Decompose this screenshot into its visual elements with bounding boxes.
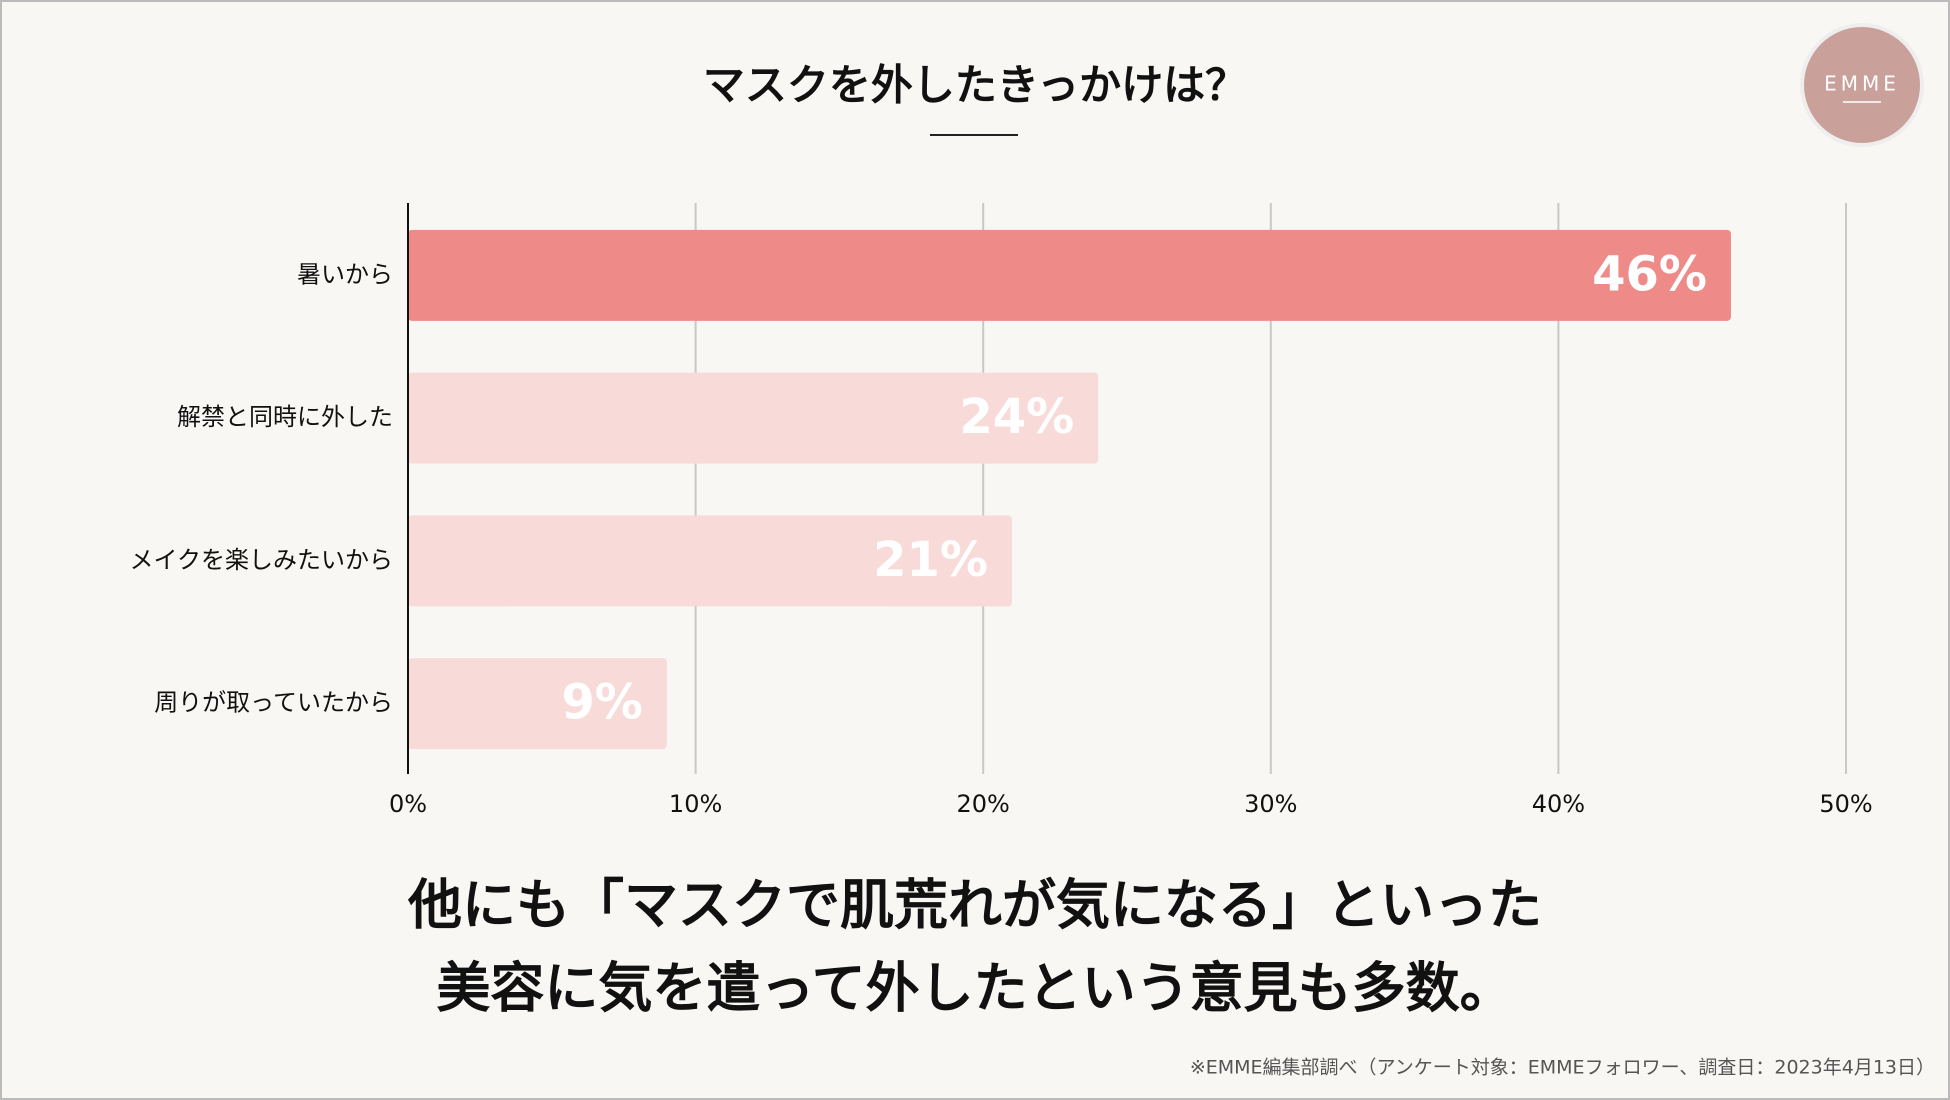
value-label: 9% bbox=[561, 675, 643, 731]
y-tick-label: メイクを楽しみたいから bbox=[129, 546, 393, 574]
bar bbox=[408, 229, 1731, 321]
bar bbox=[408, 515, 1012, 607]
bar bbox=[408, 658, 667, 750]
y-tick-label: 暑いから bbox=[297, 260, 393, 288]
value-label: 46% bbox=[1592, 246, 1707, 302]
x-tick-label: 50% bbox=[1819, 790, 1872, 818]
logo-text: EMME bbox=[1824, 72, 1900, 96]
value-label: 24% bbox=[959, 389, 1074, 445]
source-note: ※EMME編集部調べ（アンケート対象：EMMEフォロワー、調査日：2023年4月… bbox=[1190, 1057, 1935, 1079]
y-tick-label: 周りが取っていたから bbox=[154, 689, 393, 717]
chart-title: マスクを外したきっかけは？ bbox=[703, 61, 1247, 110]
x-tick-label: 30% bbox=[1244, 790, 1297, 818]
x-tick-label: 10% bbox=[669, 790, 722, 818]
annotation: 美容に気を遣って外したという意見も多数。 bbox=[436, 957, 1513, 1020]
bar bbox=[408, 372, 1099, 464]
annotation: 他にも「マスクで肌荒れが気になる」といった bbox=[407, 874, 1542, 937]
value-label: 21% bbox=[873, 532, 988, 588]
x-tick-label: 40% bbox=[1532, 790, 1585, 818]
x-tick-label: 0% bbox=[389, 790, 427, 818]
x-tick-label: 20% bbox=[957, 790, 1010, 818]
y-tick-label: 解禁と同時に外した bbox=[177, 403, 393, 431]
logo bbox=[1800, 23, 1924, 147]
